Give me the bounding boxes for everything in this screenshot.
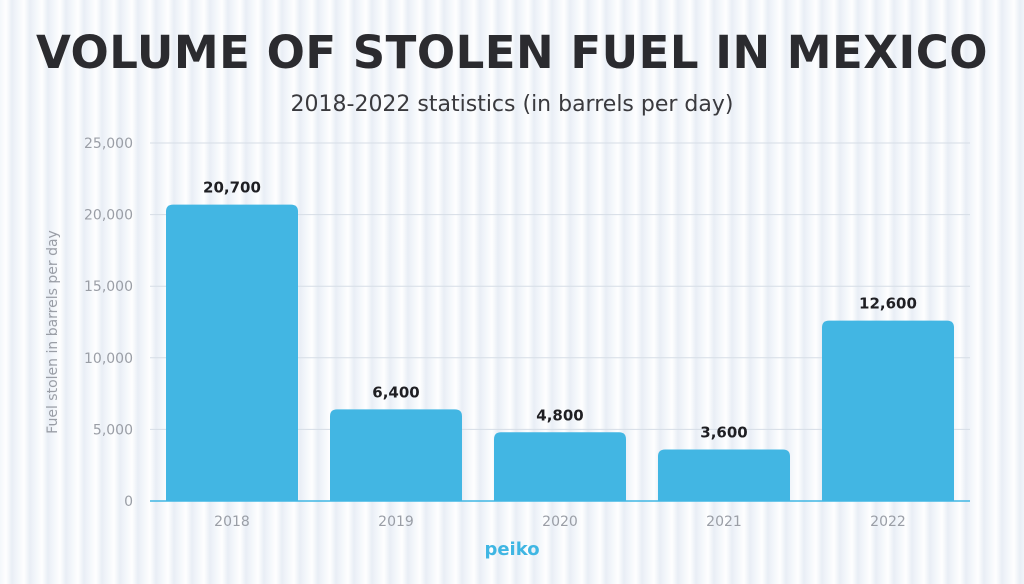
bar-2018 bbox=[166, 204, 298, 502]
bar-2021 bbox=[658, 449, 790, 501]
y-axis-label: Fuel stolen in barrels per day bbox=[45, 230, 61, 434]
y-tick-label: 0 bbox=[124, 494, 133, 510]
x-tick-label: 2020 bbox=[542, 514, 578, 530]
data-label: 3,600 bbox=[700, 423, 747, 441]
y-tick-label: 25,000 bbox=[84, 136, 133, 152]
x-tick-label: 2019 bbox=[378, 514, 414, 530]
chart-subtitle: 2018-2022 statistics (in barrels per day… bbox=[290, 92, 734, 117]
bar-2022 bbox=[822, 320, 954, 501]
chart-title: VOLUME OF STOLEN FUEL IN MEXICO bbox=[35, 26, 989, 79]
peiko-logo: peiko bbox=[484, 539, 540, 560]
y-tick-label: 20,000 bbox=[84, 208, 133, 224]
bar-2020 bbox=[494, 432, 626, 501]
data-label: 4,800 bbox=[536, 406, 583, 424]
bar-2019 bbox=[330, 409, 462, 501]
data-label: 12,600 bbox=[859, 295, 917, 313]
y-tick-label: 5,000 bbox=[93, 422, 133, 438]
y-tick-label: 10,000 bbox=[84, 351, 133, 367]
x-tick-label: 2018 bbox=[214, 514, 250, 530]
x-tick-label: 2021 bbox=[706, 514, 742, 530]
y-tick-label: 15,000 bbox=[84, 279, 133, 295]
data-label: 6,400 bbox=[372, 383, 419, 401]
x-tick-label: 2022 bbox=[870, 514, 906, 530]
data-label: 20,700 bbox=[203, 179, 261, 197]
